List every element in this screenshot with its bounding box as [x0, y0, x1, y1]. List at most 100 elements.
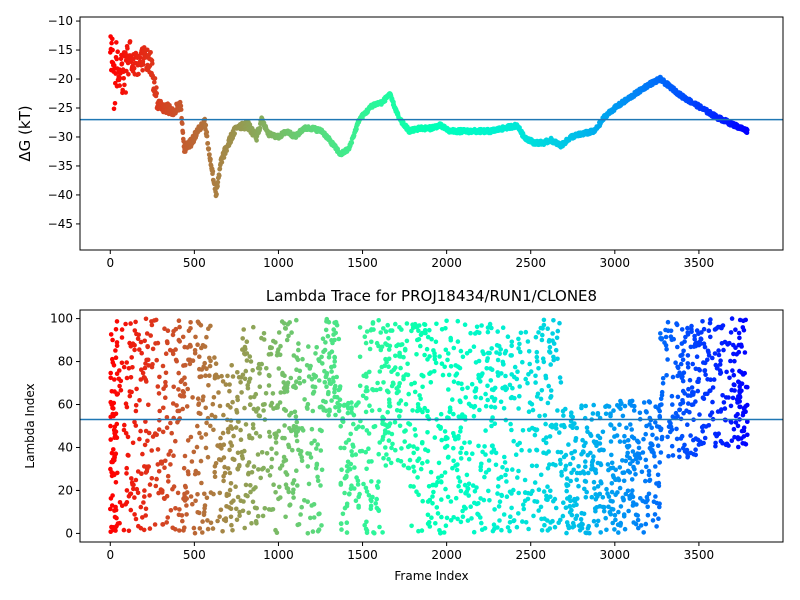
data-point [170, 401, 176, 406]
data-point [261, 465, 266, 471]
data-point [516, 406, 521, 411]
data-point [505, 334, 511, 340]
data-point [595, 460, 601, 466]
data-point [543, 440, 549, 446]
data-point [557, 320, 562, 326]
data-point [311, 515, 317, 520]
data-point [157, 374, 162, 380]
data-point [720, 323, 726, 328]
data-point [517, 393, 522, 399]
data-point [383, 356, 388, 362]
data-point [414, 408, 420, 414]
data-point [276, 428, 282, 434]
data-point [509, 343, 514, 349]
data-point [250, 368, 255, 373]
data-point [693, 447, 698, 453]
data-point [629, 427, 634, 432]
data-point [182, 375, 187, 381]
data-point [446, 387, 451, 392]
data-point [561, 413, 566, 418]
data-point [619, 401, 624, 407]
data-point [280, 435, 285, 441]
data-point [278, 343, 283, 349]
data-point [229, 363, 234, 368]
data-point [123, 431, 129, 436]
data-point [472, 489, 478, 494]
y-tick-label: −25 [48, 101, 73, 115]
data-point [211, 427, 216, 433]
data-point [415, 458, 420, 464]
data-point [591, 479, 597, 485]
data-point [377, 524, 382, 530]
data-point [132, 419, 137, 425]
data-point [617, 439, 623, 444]
data-point [646, 468, 652, 474]
data-point [679, 375, 685, 381]
data-point [507, 382, 513, 388]
data-point [655, 472, 661, 478]
data-point [513, 452, 519, 458]
data-point [298, 512, 303, 517]
data-point [108, 423, 113, 429]
data-point [444, 318, 449, 324]
data-point [269, 446, 274, 452]
data-point [357, 383, 363, 389]
lambda-y-axis-label: Lambda Index [23, 383, 37, 468]
data-point [526, 409, 532, 415]
data-point [160, 429, 166, 435]
data-point [492, 421, 498, 427]
data-point [444, 515, 450, 521]
data-point [478, 379, 483, 384]
data-point [532, 432, 538, 438]
data-point [401, 463, 407, 468]
data-point [675, 364, 680, 370]
data-point [608, 412, 613, 417]
data-point [329, 338, 334, 343]
data-point [206, 383, 211, 388]
data-point [198, 458, 204, 464]
data-point [515, 369, 520, 375]
data-point [701, 360, 706, 365]
data-point [182, 453, 188, 459]
data-point [411, 484, 416, 489]
data-point [652, 512, 658, 517]
data-point [217, 166, 223, 172]
data-point [483, 391, 488, 397]
data-point [468, 403, 474, 409]
data-point [119, 327, 125, 332]
data-point [586, 523, 591, 529]
data-point [133, 477, 139, 483]
data-point [238, 427, 243, 433]
data-point [687, 377, 693, 383]
data-point [630, 503, 636, 508]
data-point [584, 489, 589, 495]
data-point [545, 466, 551, 471]
data-point [567, 504, 573, 509]
data-point [466, 456, 472, 462]
data-point [559, 473, 564, 478]
data-point [525, 380, 530, 386]
data-point [410, 408, 415, 413]
data-point [216, 390, 221, 395]
data-point [178, 103, 184, 109]
data-point [110, 411, 115, 417]
data-point [425, 512, 431, 518]
data-point [117, 83, 122, 88]
data-point [622, 526, 628, 532]
data-point [523, 376, 528, 382]
data-point [273, 527, 278, 533]
data-point [545, 518, 550, 523]
data-point [536, 366, 541, 371]
data-point [689, 385, 695, 390]
data-point [108, 529, 113, 534]
data-point [187, 357, 193, 363]
data-point [389, 328, 395, 333]
data-point [522, 490, 528, 495]
data-point [164, 425, 170, 431]
data-point [458, 399, 463, 405]
data-point [674, 436, 680, 442]
data-point [168, 420, 173, 426]
data-point [235, 370, 240, 375]
data-point [500, 325, 506, 331]
data-point [295, 522, 301, 528]
